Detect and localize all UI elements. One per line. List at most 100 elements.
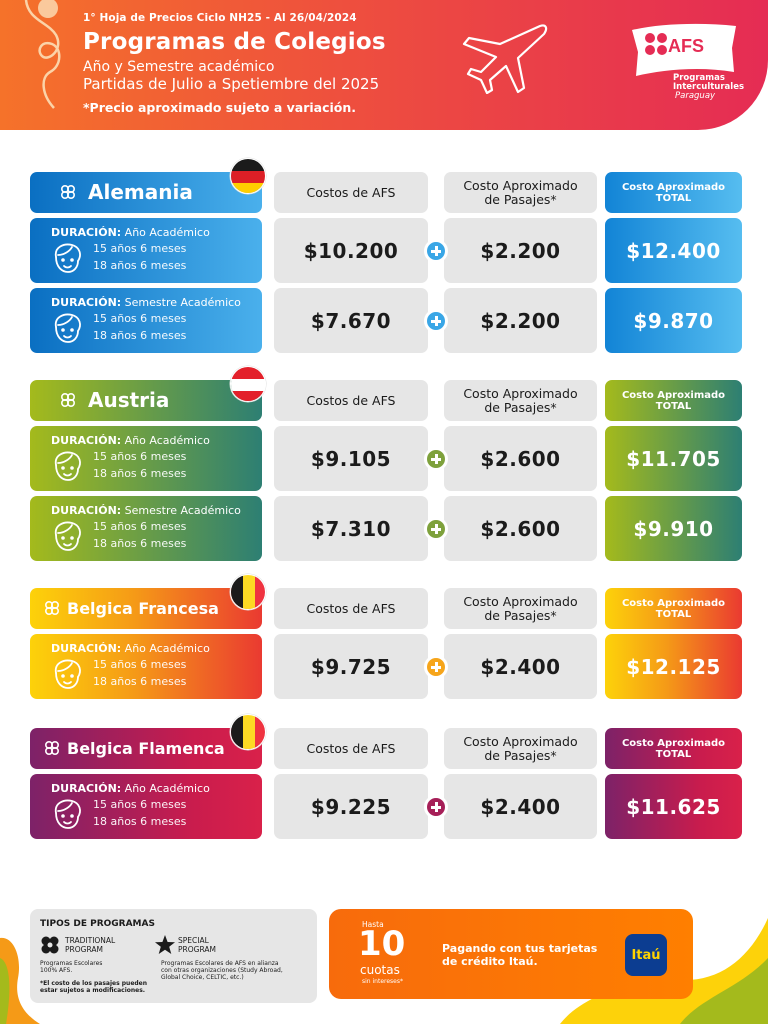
traditional-program-label: TRADITIONAL PROGRAM xyxy=(65,936,116,954)
max-age: 18 años 6 meses xyxy=(93,675,187,688)
airfare-cost-header: Costo Aproximado de Pasajes* xyxy=(444,588,597,629)
airfare-cost-header: Costo Aproximado de Pasajes* xyxy=(444,380,597,421)
promo-sin-intereses: sin intereses* xyxy=(362,978,403,985)
duration-line: DURACIÓN: Semestre Académico xyxy=(51,296,241,309)
plus-icon xyxy=(424,655,448,679)
airfare-cost-value: $2.400 xyxy=(444,634,597,699)
afs-cost-header: Costos de AFS xyxy=(274,380,428,421)
duration-label: DURACIÓN: xyxy=(51,504,122,517)
duration-line: DURACIÓN: Semestre Académico xyxy=(51,504,241,517)
total-header-line-1: Costo Aproximado xyxy=(621,597,726,609)
country-title: Belgica Flamenca xyxy=(30,728,262,769)
plus-icon xyxy=(424,309,448,333)
student-face-icon xyxy=(50,797,84,835)
afs-logo-subtitle: Programas Interculturales Paraguay xyxy=(673,73,745,101)
itau-logo-icon: Itaú xyxy=(625,934,667,976)
afs-cost-value: $7.310 xyxy=(274,496,428,561)
airfare-header-line-2: de Pasajes* xyxy=(484,607,557,623)
total-header-line-2: TOTAL xyxy=(655,608,692,620)
plus-icon xyxy=(424,517,448,541)
airfare-cost-value: $2.400 xyxy=(444,774,597,839)
total-cost-value: $9.870 xyxy=(605,288,742,353)
duration-value: Semestre Académico xyxy=(124,296,241,309)
special-program-description: Programas Escolares de AFS en alianza con… xyxy=(161,960,283,981)
airfare-cost-value: $2.200 xyxy=(444,218,597,283)
total-header-line-1: Costo Aproximado xyxy=(621,737,726,749)
afs-cost-value: $10.200 xyxy=(274,218,428,283)
airfare-header-line-2: de Pasajes* xyxy=(484,747,557,763)
belgium-flag-icon xyxy=(230,574,266,610)
total-cost-header: Costo Aproximado TOTAL xyxy=(605,172,742,213)
student-face-icon xyxy=(50,449,84,487)
footer-decoration xyxy=(0,937,40,1024)
total-cost-value: $11.705 xyxy=(605,426,742,491)
afs-logo-icon: AFS xyxy=(632,23,736,76)
duration-label: DURACIÓN: xyxy=(51,782,122,795)
traditional-program-icon xyxy=(41,936,59,954)
price-row: DURACIÓN: Año Académico 15 años 6 meses 18… xyxy=(0,426,768,491)
student-face-icon xyxy=(50,311,84,349)
afs-flower-icon xyxy=(44,740,60,760)
min-age: 15 años 6 meses xyxy=(93,450,187,463)
duration-value: Año Académico xyxy=(124,782,210,795)
special-program-star-icon xyxy=(155,935,175,954)
airplane-icon xyxy=(462,24,548,94)
airfare-note: *El costo de los pasajes pueden estar suj… xyxy=(40,980,148,994)
afs-cost-value: $7.670 xyxy=(274,288,428,353)
total-cost-value: $12.400 xyxy=(605,218,742,283)
airfare-cost-value: $2.200 xyxy=(444,288,597,353)
price-row: DURACIÓN: Año Académico 15 años 6 meses 18… xyxy=(0,634,768,699)
afs-logo-text: AFS xyxy=(668,36,704,56)
airfare-header-line-1: Costo Aproximado xyxy=(463,593,578,609)
total-cost-value: $9.910 xyxy=(605,496,742,561)
max-age: 18 años 6 meses xyxy=(93,537,187,550)
austria-flag-icon xyxy=(230,366,266,402)
page-title: Programas de Colegios xyxy=(83,29,386,55)
page-subtitle: Año y Semestre académico xyxy=(83,59,275,75)
afs-cost-header-label: Costos de AFS xyxy=(306,392,396,408)
country-name: Austria xyxy=(88,388,170,412)
price-disclaimer: *Precio aproximado sujeto a variación. xyxy=(83,100,357,115)
header-banner: 1° Hoja de Precios Ciclo NH25 - Al 26/04… xyxy=(0,0,768,130)
duration-label: DURACIÓN: xyxy=(51,434,122,447)
promo-cuotas: cuotas xyxy=(360,963,400,977)
price-row: DURACIÓN: Año Académico 15 años 6 meses 18… xyxy=(0,218,768,283)
afs-cost-value: $9.725 xyxy=(274,634,428,699)
duration-line: DURACIÓN: Año Académico xyxy=(51,226,210,239)
program-types-legend: TIPOS DE PROGRAMAS TRADITIONAL PROGRAM SP… xyxy=(30,909,317,1003)
airfare-header-line-2: de Pasajes* xyxy=(484,191,557,207)
duration-value: Semestre Académico xyxy=(124,504,241,517)
min-age: 15 años 6 meses xyxy=(93,312,187,325)
country-title: Belgica Francesa xyxy=(30,588,262,629)
airfare-cost-header: Costo Aproximado de Pasajes* xyxy=(444,728,597,769)
afs-flower-icon xyxy=(60,392,76,412)
afs-cost-header: Costos de AFS xyxy=(274,588,428,629)
afs-flower-icon xyxy=(60,184,76,204)
country-name: Alemania xyxy=(88,180,193,204)
total-header-line-2: TOTAL xyxy=(655,192,692,204)
airfare-header-line-1: Costo Aproximado xyxy=(463,385,578,401)
min-age: 15 años 6 meses xyxy=(93,242,187,255)
airfare-header-line-1: Costo Aproximado xyxy=(463,177,578,193)
country-title: Austria xyxy=(30,380,262,421)
airfare-cost-value: $2.600 xyxy=(444,496,597,561)
program-types-title: TIPOS DE PROGRAMAS xyxy=(40,919,155,929)
total-header-line-2: TOTAL xyxy=(655,400,692,412)
price-row: DURACIÓN: Año Académico 15 años 6 meses 18… xyxy=(0,774,768,839)
total-cost-value: $12.125 xyxy=(605,634,742,699)
duration-value: Año Académico xyxy=(124,642,210,655)
student-face-icon xyxy=(50,519,84,557)
duration-label: DURACIÓN: xyxy=(51,642,122,655)
airfare-header-line-2: de Pasajes* xyxy=(484,399,557,415)
total-header-line-1: Costo Aproximado xyxy=(621,389,726,401)
total-cost-header: Costo Aproximado TOTAL xyxy=(605,588,742,629)
swirl-decoration-icon xyxy=(24,0,61,109)
price-row: DURACIÓN: Semestre Académico 15 años 6 me… xyxy=(0,288,768,353)
min-age: 15 años 6 meses xyxy=(93,520,187,533)
duration-line: DURACIÓN: Año Académico xyxy=(51,434,210,447)
duration-card: DURACIÓN: Año Académico 15 años 6 meses 18… xyxy=(30,774,262,839)
min-age: 15 años 6 meses xyxy=(93,798,187,811)
belgium-flag-icon xyxy=(230,714,266,750)
plus-icon xyxy=(424,239,448,263)
min-age: 15 años 6 meses xyxy=(93,658,187,671)
